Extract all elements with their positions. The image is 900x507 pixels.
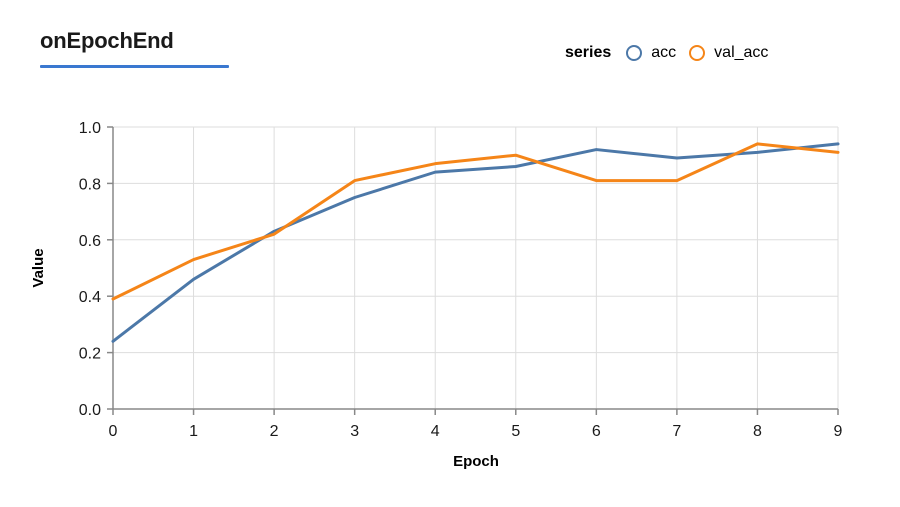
x-tick-label: 8 <box>753 423 762 440</box>
y-tick-label: 1.0 <box>79 120 101 137</box>
axis-lines <box>112 127 838 410</box>
x-tick-label: 5 <box>511 423 520 440</box>
y-tick-label: 0.6 <box>79 233 101 250</box>
y-axis-title: Value <box>30 248 47 287</box>
legend-label-acc: acc <box>651 44 677 61</box>
chart-header: onEpochEnd <box>0 0 900 95</box>
legend-item-val-acc[interactable]: val_acc <box>689 44 768 62</box>
tick-marks <box>107 126 839 415</box>
x-tick-label: 4 <box>431 423 440 440</box>
tick-labels: 0.0 0.2 0.4 0.6 0.8 1.0 0 1 2 3 4 5 6 7 8 9 <box>79 120 843 440</box>
circle-icon-acc <box>626 45 643 61</box>
x-tick-label: 6 <box>592 423 601 440</box>
x-tick-label: 2 <box>270 423 279 440</box>
x-tick-label: 9 <box>834 423 843 440</box>
series-lines <box>111 142 840 343</box>
legend-item-acc[interactable]: acc <box>626 44 676 62</box>
y-tick-label: 0.8 <box>79 176 101 193</box>
y-tick-label: 0.4 <box>79 289 101 306</box>
x-tick-label: 3 <box>350 423 359 440</box>
series-line-acc <box>111 142 840 343</box>
chart-legend: series acc val_acc <box>565 40 768 66</box>
x-tick-label: 0 <box>109 423 118 440</box>
x-axis-title: Epoch <box>453 453 499 470</box>
circle-icon-val-acc <box>689 45 706 61</box>
y-tick-label: 0.2 <box>79 346 101 363</box>
page-title: onEpochEnd <box>40 28 174 53</box>
title-underline <box>40 65 229 68</box>
legend-title: series <box>565 44 612 61</box>
x-tick-label: 1 <box>189 423 198 440</box>
x-tick-label: 7 <box>672 423 681 440</box>
series-line-val_acc <box>111 142 840 301</box>
y-tick-label: 0.0 <box>79 402 101 419</box>
legend-label-val-acc: val_acc <box>714 44 769 61</box>
